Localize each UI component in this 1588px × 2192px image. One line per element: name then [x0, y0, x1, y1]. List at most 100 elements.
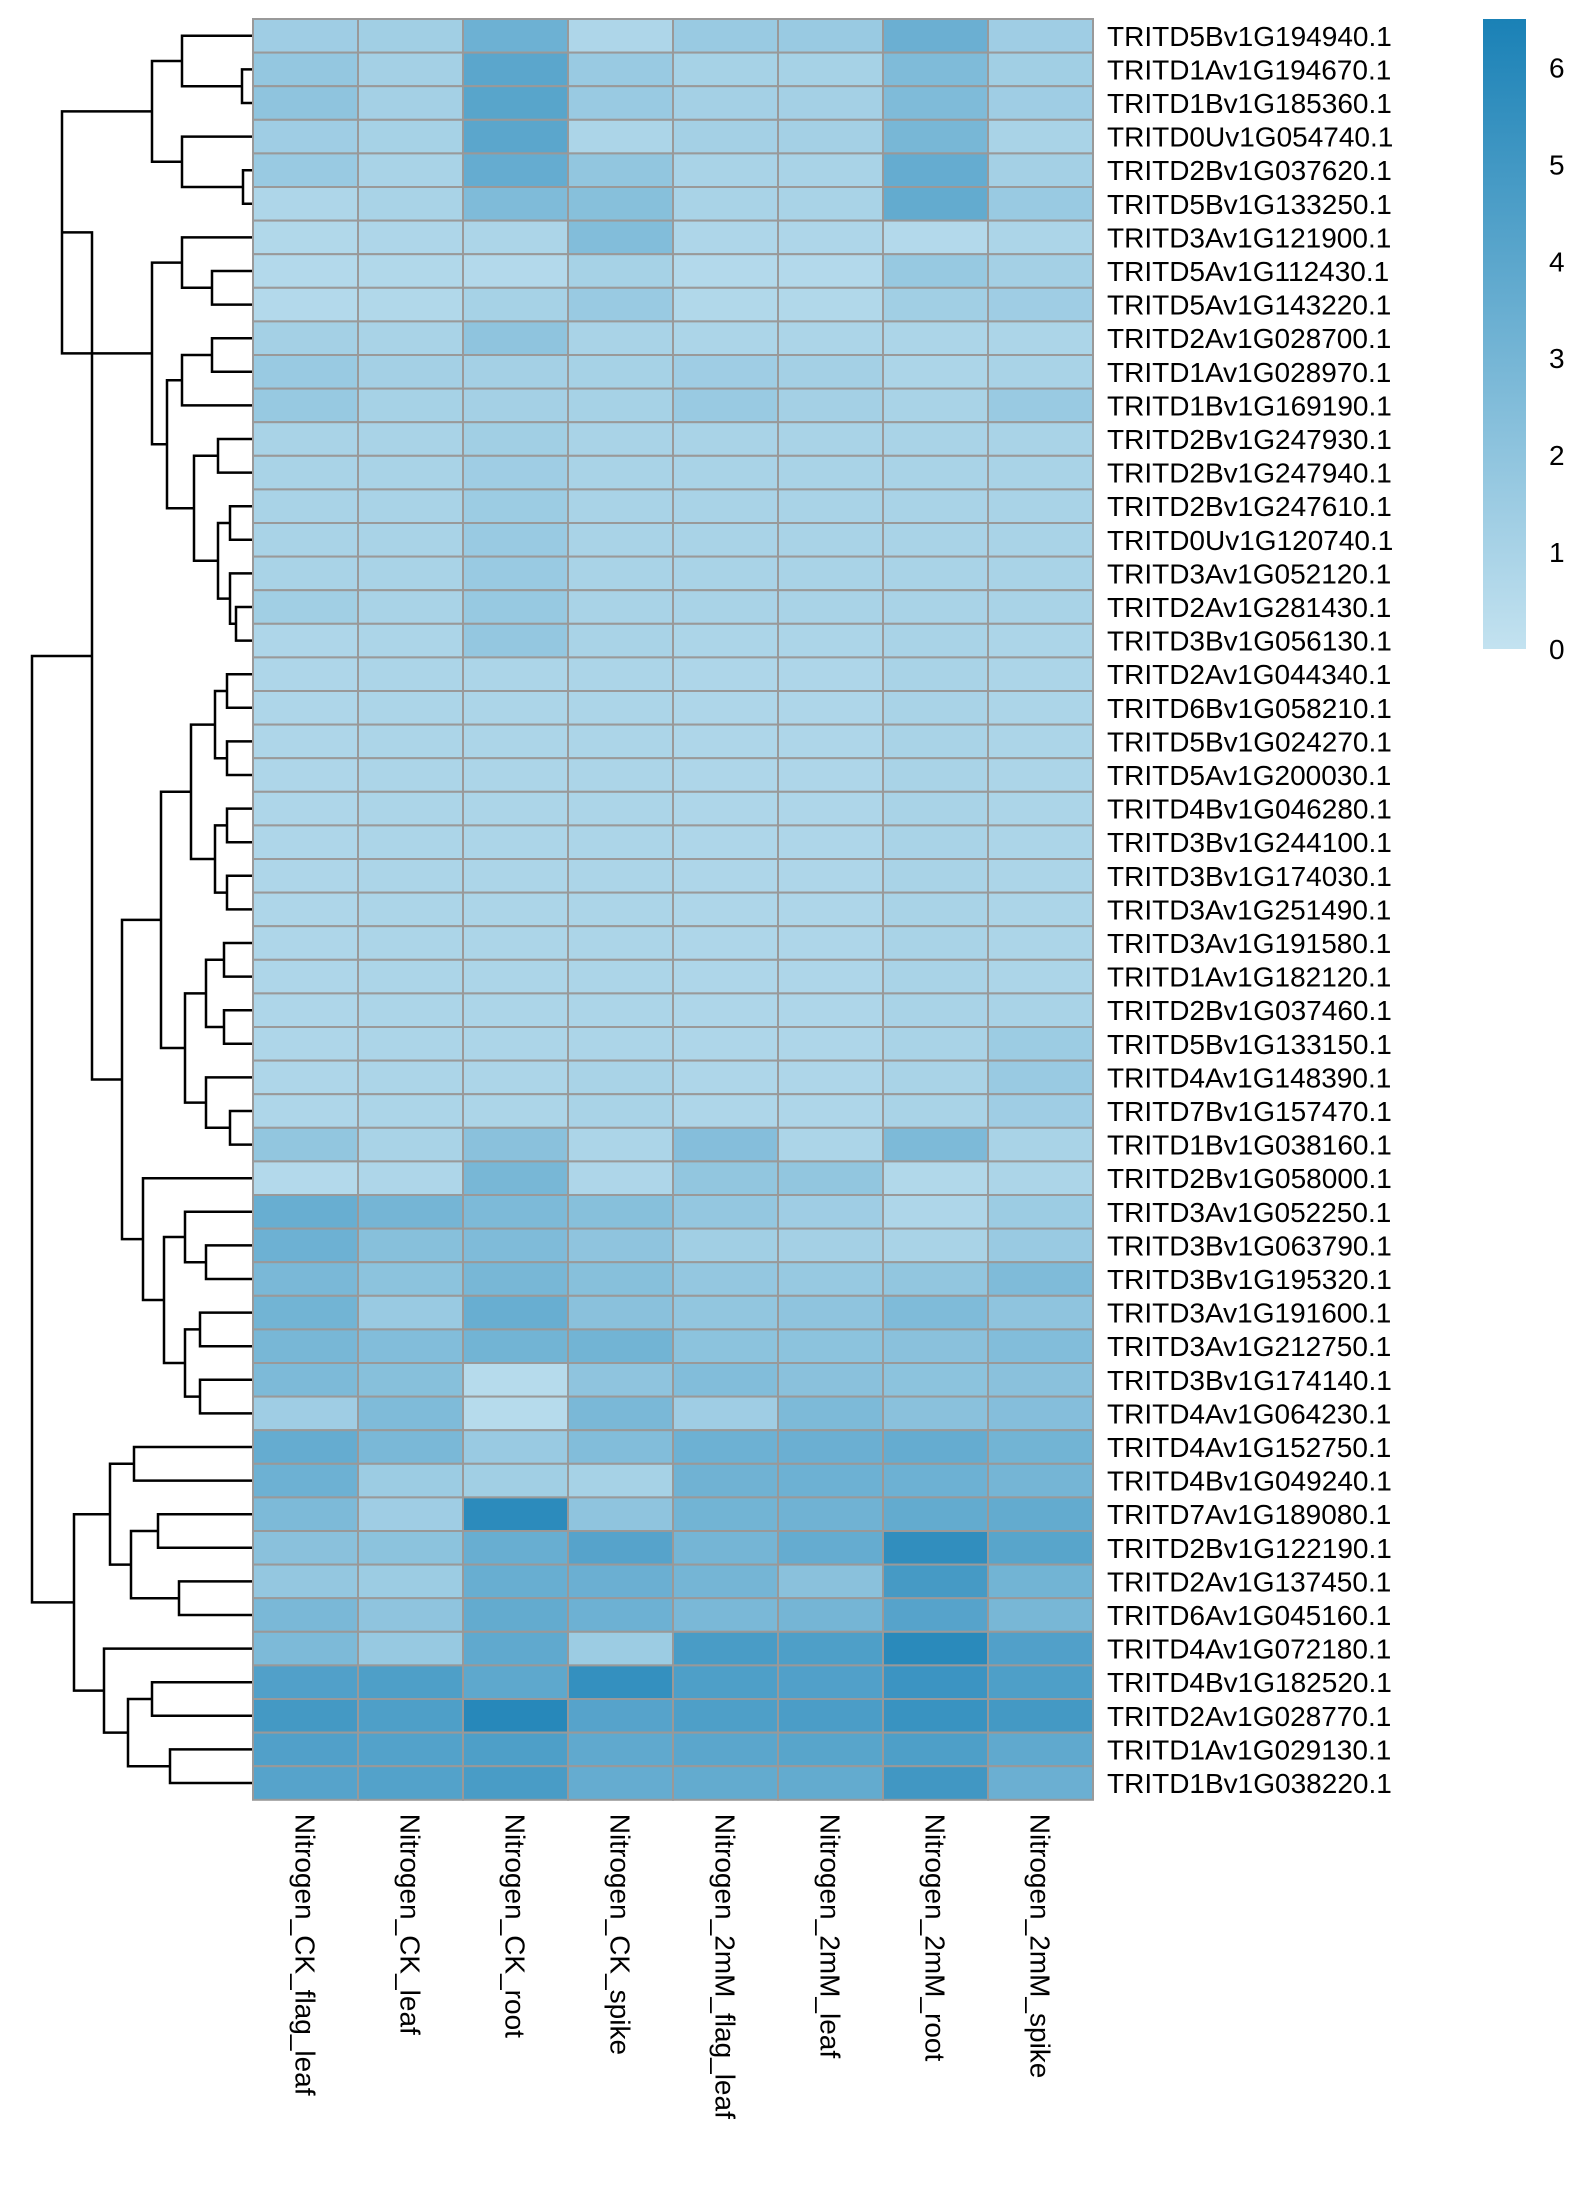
row-label: TRITD7Bv1G157470.1: [1107, 1096, 1392, 1127]
row-label: TRITD3Av1G251490.1: [1107, 894, 1391, 925]
heatmap-cell: [777, 1026, 884, 1062]
dendrogram-branch: [222, 941, 253, 978]
heatmap-cell: [252, 286, 359, 323]
heatmap-cell: [672, 51, 779, 88]
heatmap-cell: [777, 858, 884, 894]
heatmap-cell: [462, 723, 569, 760]
heatmap-cell: [672, 589, 779, 625]
heatmap-cell: [882, 1160, 989, 1197]
heatmap-cell: [357, 1462, 464, 1499]
heatmap-cell: [672, 1227, 779, 1264]
heatmap-cell: [567, 891, 674, 928]
heatmap-cell: [672, 992, 779, 1029]
dendrogram-branch: [189, 723, 215, 861]
heatmap-cell: [882, 958, 989, 995]
heatmap-cell: [252, 1126, 359, 1163]
dendrogram-branch: [222, 1008, 253, 1046]
heatmap-cell: [567, 1059, 674, 1096]
heatmap-cell: [357, 320, 464, 356]
heatmap-cell: [357, 454, 464, 491]
heatmap-cell: [357, 1160, 464, 1197]
heatmap-cell: [357, 286, 464, 323]
heatmap-cell: [567, 1462, 674, 1499]
heatmap-cell: [252, 1563, 359, 1600]
heatmap-cell: [672, 1698, 779, 1734]
heatmap-cell: [777, 1294, 884, 1331]
heatmap-cell: [987, 1462, 1094, 1499]
heatmap-cell: [672, 622, 779, 659]
heatmap-cell: [987, 85, 1094, 121]
row-label: TRITD3Bv1G063790.1: [1107, 1230, 1392, 1261]
heatmap-cell: [462, 1194, 569, 1230]
heatmap-cell: [252, 1765, 359, 1801]
dendrogram-branch: [225, 874, 253, 911]
heatmap-cell: [567, 1126, 674, 1163]
heatmap-cell: [252, 1630, 359, 1667]
heatmap-cell: [252, 421, 359, 457]
heatmap-cell: [357, 51, 464, 88]
heatmap-cell: [252, 488, 359, 524]
heatmap-cell: [462, 891, 569, 928]
heatmap-cell: [252, 622, 359, 659]
heatmap-cell: [357, 824, 464, 861]
heatmap-cell: [462, 757, 569, 793]
heatmap-cell: [357, 1227, 464, 1264]
row-label: TRITD5Bv1G133250.1: [1107, 189, 1392, 220]
heatmap-cell: [252, 1698, 359, 1734]
heatmap-cell: [672, 522, 779, 558]
heatmap-cell: [462, 1227, 569, 1264]
heatmap-cell: [777, 1496, 884, 1533]
heatmap-cell: [672, 219, 779, 256]
heatmap-cell: [462, 1597, 569, 1633]
heatmap-cell: [777, 723, 884, 760]
row-label: TRITD1Av1G182120.1: [1107, 962, 1391, 993]
heatmap-cell: [252, 1194, 359, 1230]
heatmap-cell: [252, 690, 359, 726]
heatmap-cell: [672, 1261, 779, 1297]
heatmap-cell: [252, 51, 359, 88]
heatmap-cell: [882, 186, 989, 222]
heatmap-cell: [777, 286, 884, 323]
heatmap-cell: [357, 1395, 464, 1432]
dendrogram-branch: [132, 1445, 253, 1482]
heatmap-cell: [882, 1194, 989, 1230]
heatmap-cell: [462, 1328, 569, 1365]
heatmap-cell: [777, 891, 884, 928]
heatmap-cell: [777, 1160, 884, 1197]
heatmap-cell: [357, 421, 464, 457]
row-label: TRITD4Av1G152750.1: [1107, 1432, 1391, 1463]
column-label: Nitrogen_2mM_leaf: [815, 1814, 846, 2059]
heatmap-cell: [882, 1093, 989, 1129]
heatmap-cell: [987, 421, 1094, 457]
heatmap-cell: [672, 18, 779, 54]
dendrogram-branch: [102, 1647, 253, 1734]
heatmap-cell: [462, 690, 569, 726]
dendrogram-branch: [183, 1210, 253, 1264]
heatmap-cell: [252, 1227, 359, 1264]
row-label: TRITD3Bv1G174030.1: [1107, 861, 1392, 892]
dendrogram-branch: [210, 336, 253, 374]
heatmap-cell: [462, 1261, 569, 1297]
heatmap-cell: [462, 622, 569, 659]
heatmap-cell: [987, 1698, 1094, 1734]
heatmap-cell: [882, 488, 989, 524]
heatmap-cell: [462, 354, 569, 390]
heatmap-cell: [987, 186, 1094, 222]
heatmap-cell: [357, 1093, 464, 1129]
heatmap-cell: [882, 1126, 989, 1163]
row-label: TRITD5Bv1G133150.1: [1107, 1029, 1392, 1060]
heatmap-cell: [672, 891, 779, 928]
heatmap-cell: [252, 958, 359, 995]
heatmap-cell: [357, 1294, 464, 1331]
column-label: Nitrogen_CK_root: [500, 1814, 531, 2038]
heatmap-cell: [357, 790, 464, 827]
heatmap-cell: [252, 354, 359, 390]
row-label: TRITD1Bv1G185360.1: [1107, 88, 1392, 119]
dendrogram-branch: [180, 236, 253, 290]
heatmap-cell: [462, 219, 569, 256]
heatmap-cell: [462, 589, 569, 625]
heatmap-cell: [882, 1664, 989, 1701]
heatmap-cell: [882, 690, 989, 726]
heatmap-cell: [567, 219, 674, 256]
